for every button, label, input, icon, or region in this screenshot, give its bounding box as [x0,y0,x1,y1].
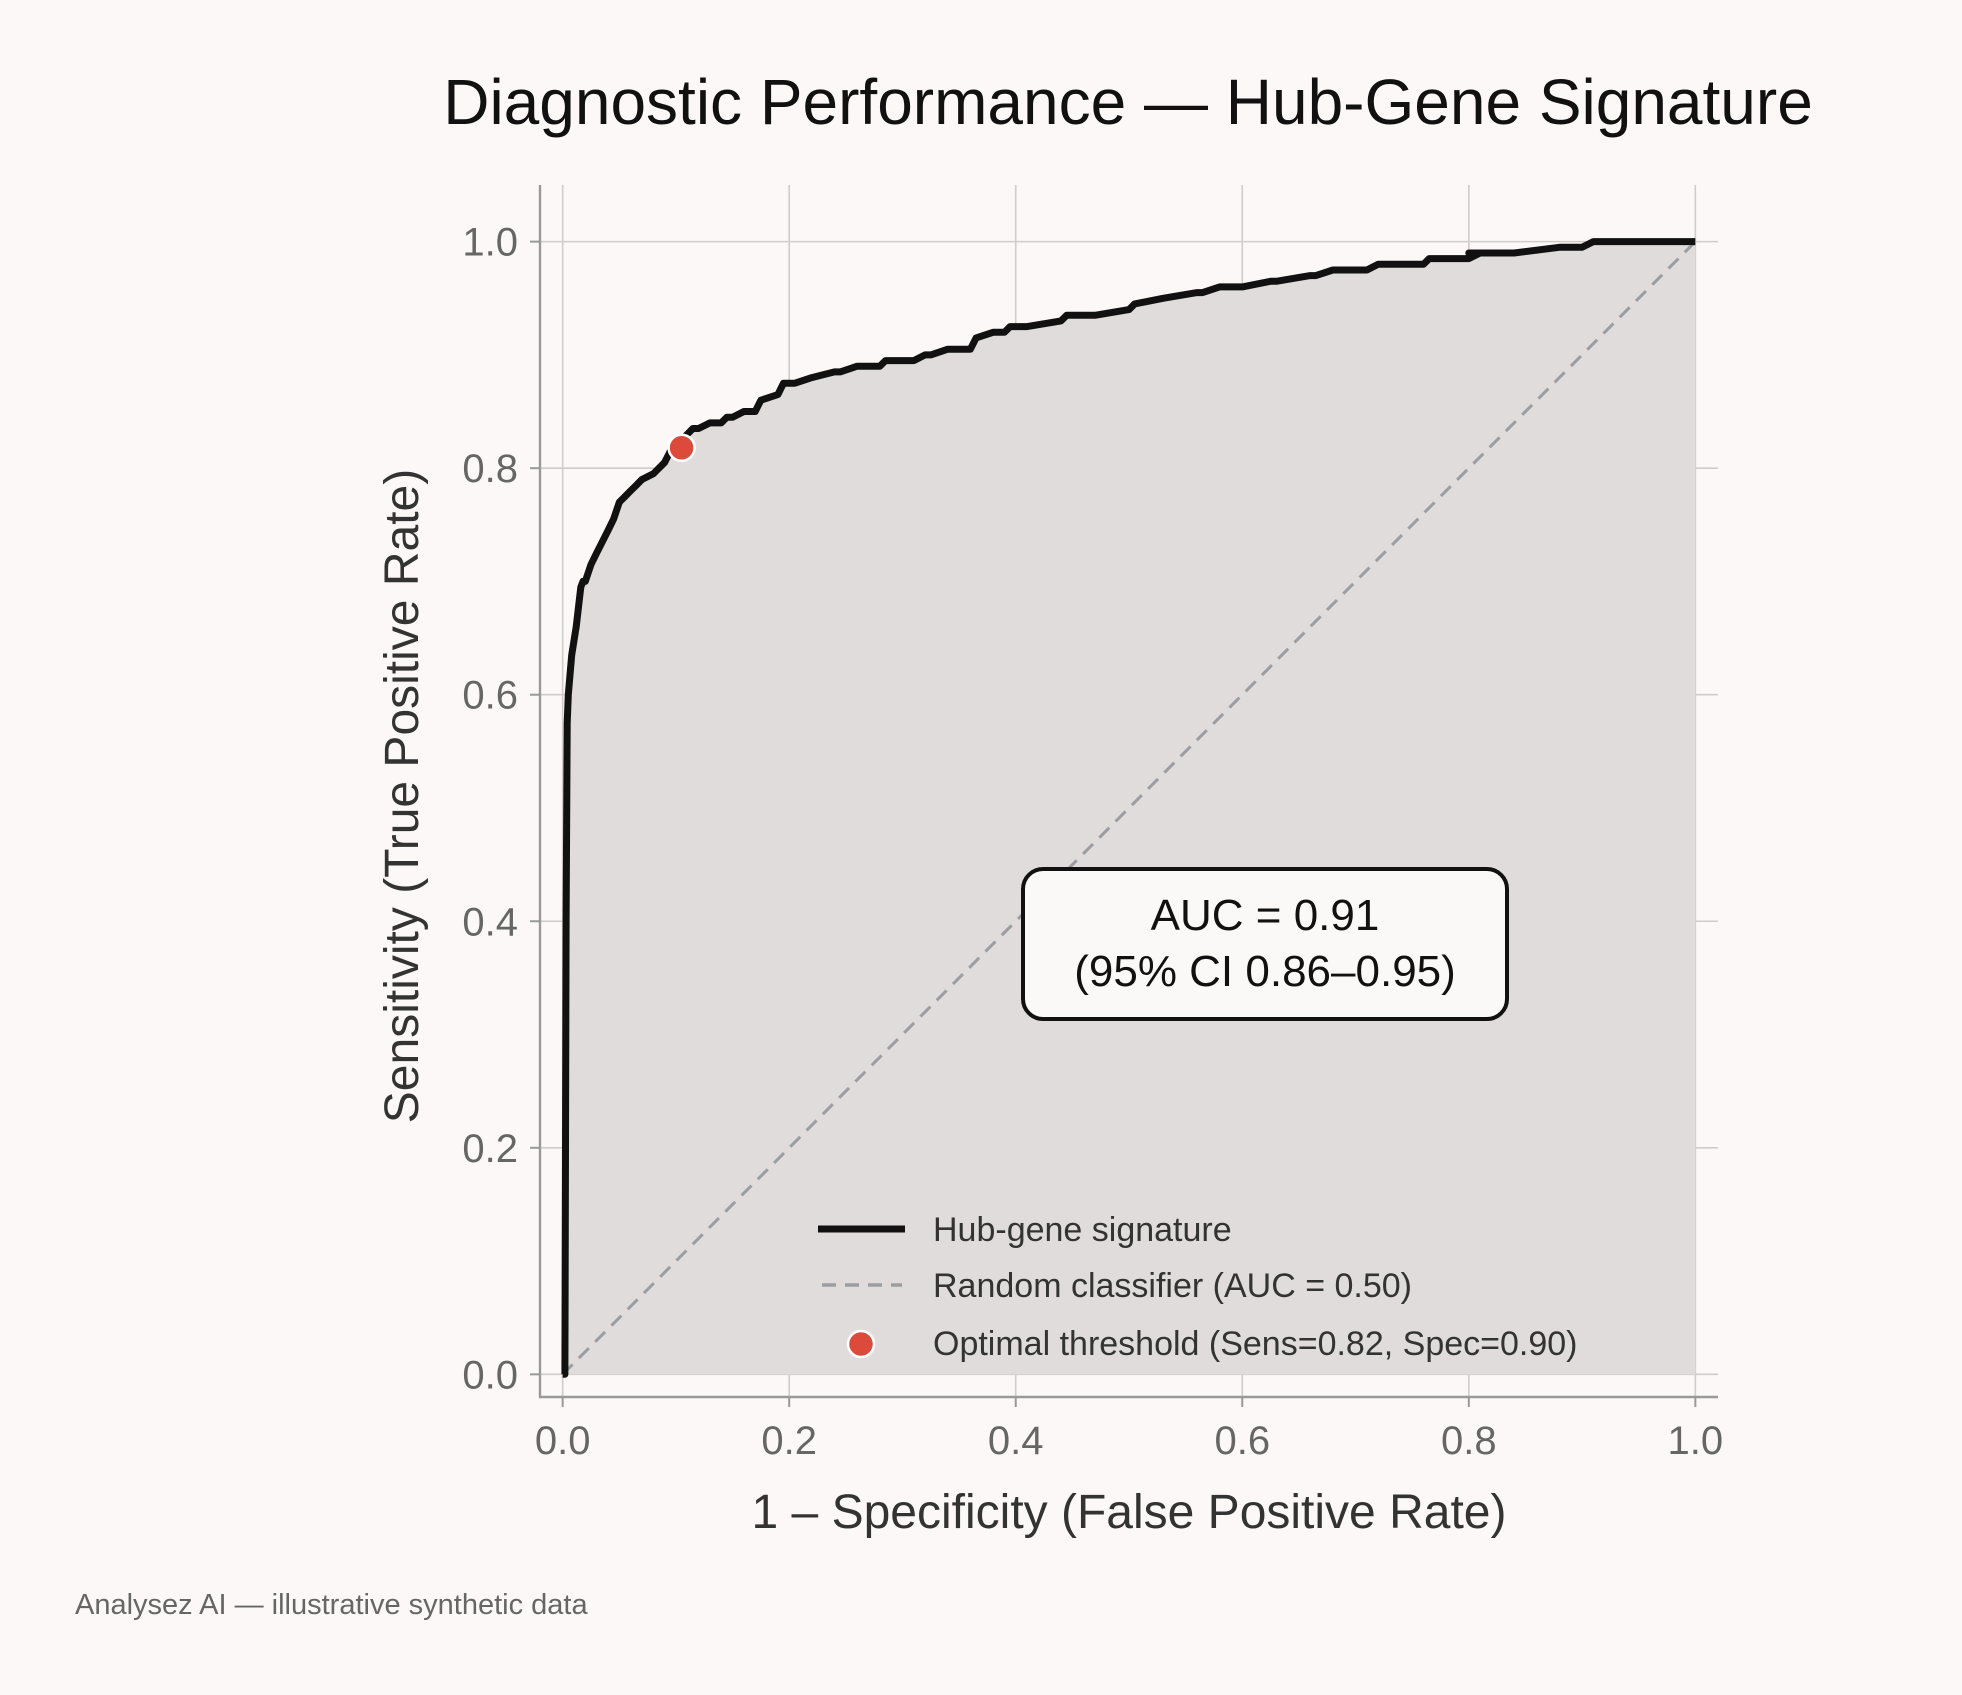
y-tick-label-1: 0.2 [462,1127,518,1171]
auc-annotation-box [1021,867,1509,1021]
x-tick-label-1: 0.2 [761,1419,817,1463]
legend-label-optimal: Optimal threshold (Sens=0.82, Spec=0.90) [933,1325,1578,1363]
y-tick-label-5: 1.0 [462,221,518,265]
x-tick-label-4: 0.8 [1441,1419,1497,1463]
y-tick-label-4: 0.8 [462,447,518,491]
roc-curve-line [561,238,1696,1378]
auc-annotation-line1: AUC = 0.91 [1151,891,1380,940]
optimal-threshold-point [667,433,696,463]
x-tick-label-2: 0.4 [988,1419,1044,1463]
x-axis-label: 1 – Specificity (False Positive Rate) [752,1486,1507,1539]
y-axis-label: Sensitivity (True Positive Rate) [376,469,429,1123]
x-tick-label-5: 1.0 [1668,1419,1724,1463]
x-tick-label-0: 0.0 [535,1419,591,1463]
legend-label-random: Random classifier (AUC = 0.50) [933,1267,1412,1305]
legend-swatch-optimal [846,1329,876,1359]
x-tick-label-3: 0.6 [1214,1419,1270,1463]
auc-annotation: AUC = 0.91 (95% CI 0.86–0.95) [1021,867,1509,1021]
y-tick-label-3: 0.6 [462,674,518,718]
axis-spines [538,185,1718,1399]
y-tick-label-0: 0.0 [462,1353,518,1397]
random-classifier-line [561,240,1697,1376]
legend-label-signature: Hub-gene signature [933,1211,1232,1249]
y-tick-label-2: 0.4 [462,900,518,944]
chart-title: Diagnostic Performance — Hub-Gene Signat… [443,66,1813,138]
legend: Hub-gene signature Random classifier (AU… [818,1211,1578,1363]
auc-annotation-line2: (95% CI 0.86–0.95) [1074,947,1456,996]
plot-area: 0.0 0.2 0.4 0.6 0.8 1.0 0.0 0.2 0.4 0.6 0.8 1.0 [462,185,1723,1463]
footer-note: Analysez AI — illustrative synthetic dat… [75,1589,588,1621]
